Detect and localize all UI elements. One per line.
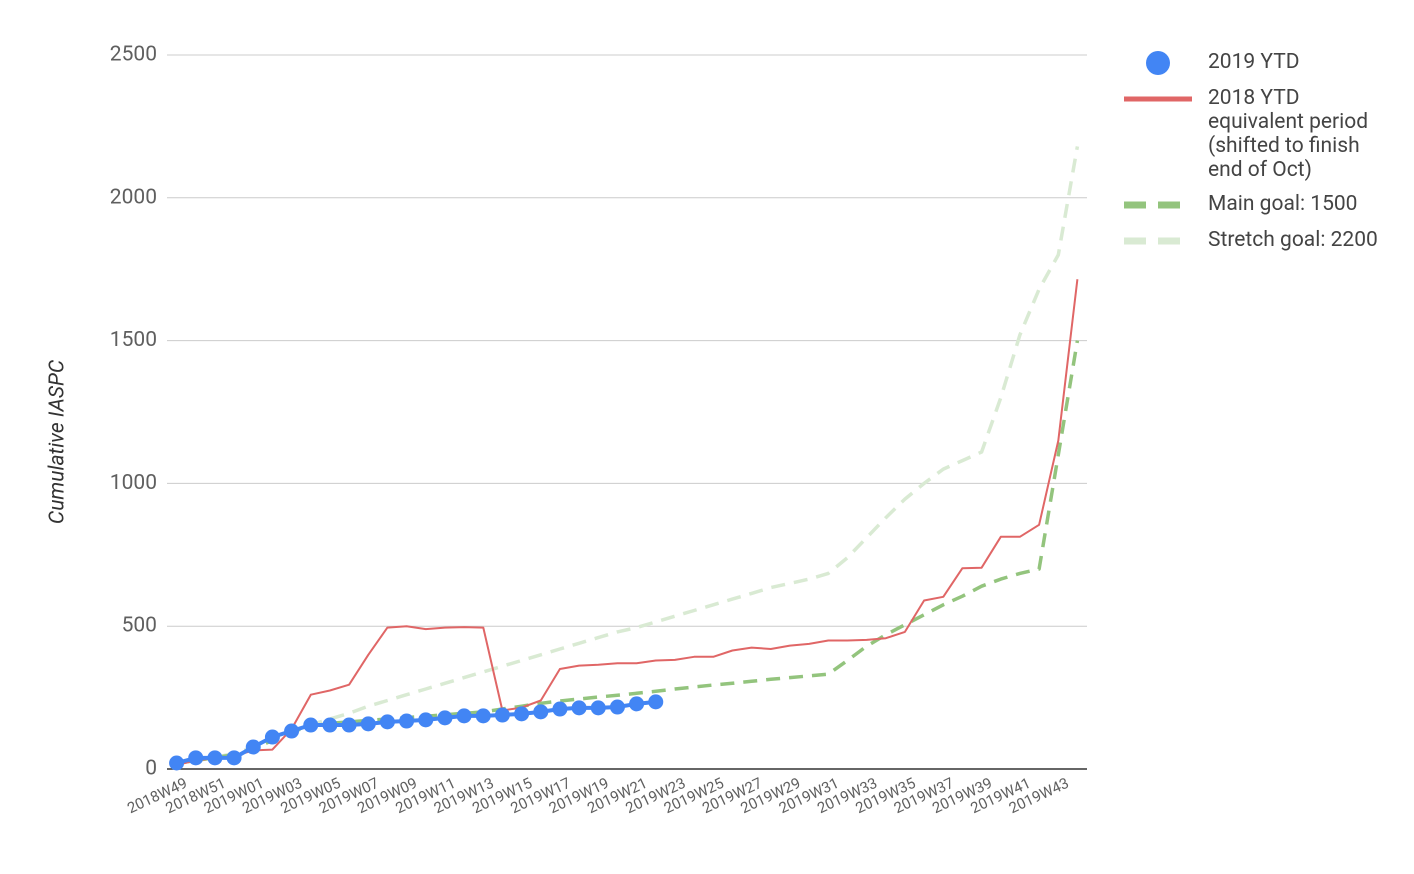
legend-label: Stretch goal: 2200: [1208, 228, 1378, 252]
legend-label: 2018 YTD equivalent period (shifted to f…: [1208, 86, 1369, 182]
legend-item: 2019 YTD: [1120, 50, 1410, 76]
data-point: [322, 717, 338, 733]
data-point: [609, 699, 625, 715]
legend-item: Main goal: 1500: [1120, 192, 1410, 218]
data-point: [399, 713, 415, 729]
data-point: [494, 707, 510, 723]
data-point: [284, 723, 300, 739]
legend-item: 2018 YTD equivalent period (shifted to f…: [1120, 86, 1410, 182]
series-line: [176, 340, 1080, 766]
data-point: [226, 750, 242, 766]
data-point: [437, 710, 453, 726]
data-point: [379, 714, 395, 730]
data-point: [245, 739, 261, 755]
legend-swatch: [1124, 96, 1192, 102]
legend-item: Stretch goal: 2200: [1120, 228, 1410, 254]
data-point: [590, 700, 606, 716]
data-point: [418, 712, 434, 728]
data-point: [456, 708, 472, 724]
data-point: [207, 750, 223, 766]
y-tick-label: 0: [145, 757, 157, 781]
data-point: [264, 729, 280, 745]
y-tick-label: 2500: [110, 43, 157, 67]
data-point: [360, 716, 376, 732]
data-point: [629, 696, 645, 712]
series-line: [176, 146, 1080, 766]
legend-swatch: [1146, 51, 1170, 75]
legend: 2019 YTD 2018 YTD equivalent period (shif…: [1120, 50, 1410, 264]
data-point: [514, 706, 530, 722]
data-point: [475, 708, 491, 724]
legend-swatch: [1124, 201, 1192, 209]
data-point: [648, 694, 664, 710]
y-tick-label: 1000: [110, 471, 157, 495]
series-line: [176, 279, 1079, 766]
data-point: [188, 750, 204, 766]
data-point: [533, 704, 549, 720]
legend-label: Main goal: 1500: [1208, 192, 1358, 216]
y-axis-label: Cumulative IASPC: [46, 359, 70, 524]
legend-label: 2019 YTD: [1208, 50, 1300, 74]
data-point: [552, 701, 568, 717]
legend-marker: [1146, 51, 1170, 75]
data-point: [571, 700, 587, 716]
y-tick-label: 1500: [110, 328, 157, 352]
legend-swatch: [1124, 237, 1192, 245]
y-tick-label: 500: [122, 614, 157, 638]
data-point: [303, 717, 319, 733]
y-tick-label: 2000: [110, 185, 157, 209]
data-point: [341, 717, 357, 733]
data-point: [169, 755, 185, 771]
